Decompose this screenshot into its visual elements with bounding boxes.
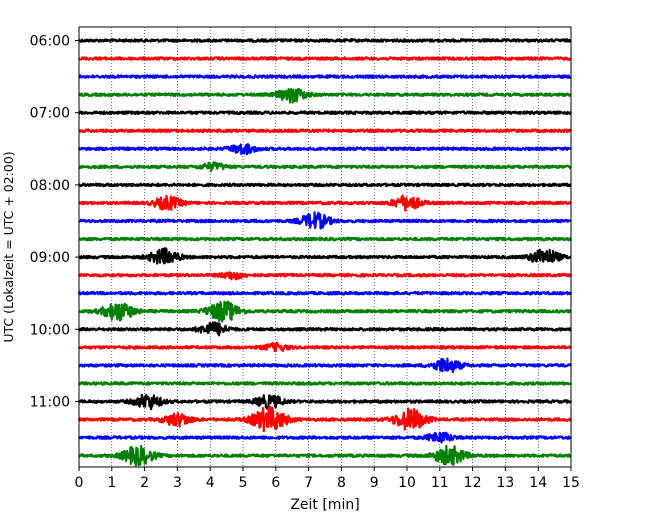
trace-0700 xyxy=(78,110,573,116)
trace-1130 xyxy=(77,431,572,444)
trace-group xyxy=(77,38,573,467)
x-tick-label: 7 xyxy=(304,475,313,491)
x-tick-label: 14 xyxy=(529,475,547,491)
trace-1100 xyxy=(77,393,573,411)
x-tick-label: 13 xyxy=(496,475,514,491)
trace-0645 xyxy=(78,87,572,104)
x-tick-label: 15 xyxy=(562,475,580,491)
trace-1145 xyxy=(78,444,572,467)
plot-frame xyxy=(78,26,572,468)
x-tick-label: 4 xyxy=(206,475,215,491)
trace-0815 xyxy=(78,194,572,212)
trace-0745 xyxy=(78,161,572,173)
x-tick-label: 2 xyxy=(140,475,149,491)
y-axis-label: UTC (Lokalzeit = UTC + 02:00) xyxy=(1,151,16,342)
trace-0600 xyxy=(78,38,572,43)
trace-1030 xyxy=(78,357,573,374)
trace-1000 xyxy=(77,321,573,337)
y-tick-label: 07:00 xyxy=(30,106,70,122)
x-tick-label: 5 xyxy=(239,475,248,491)
trace-0915 xyxy=(77,271,573,281)
trace-0800 xyxy=(78,182,572,188)
y-tick-label: 09:00 xyxy=(30,250,70,266)
x-tick-label: 1 xyxy=(107,475,116,491)
x-tick-label: 9 xyxy=(370,475,379,491)
trace-1045 xyxy=(78,381,572,386)
trace-0615 xyxy=(78,56,572,61)
trace-0830 xyxy=(78,211,572,230)
trace-1115 xyxy=(77,405,573,433)
y-axis: 06:00 07:00 08:00 09:00 10:00 11:00 xyxy=(30,34,79,411)
y-tick-label: 10:00 xyxy=(30,322,70,338)
trace-0900 xyxy=(78,247,572,265)
x-axis-label: Zeit [min] xyxy=(290,497,359,513)
trace-0945 xyxy=(78,300,572,323)
x-tick-label: 0 xyxy=(75,475,84,491)
grid-lines xyxy=(111,27,539,467)
y-tick-label: 11:00 xyxy=(30,395,70,411)
x-axis: 0 1 2 3 4 5 6 7 8 9 10 11 12 13 14 15 xyxy=(75,467,580,491)
trace-0930 xyxy=(77,290,573,296)
x-tick-label: 3 xyxy=(173,475,182,491)
x-tick-label: 12 xyxy=(464,475,482,491)
trace-0730 xyxy=(77,143,572,156)
x-tick-label: 11 xyxy=(431,475,449,491)
trace-0845 xyxy=(78,236,573,242)
trace-0715 xyxy=(78,128,572,134)
trace-0630 xyxy=(78,74,572,79)
x-tick-label: 6 xyxy=(271,475,280,491)
y-tick-label: 08:00 xyxy=(30,178,70,194)
y-tick-label: 06:00 xyxy=(30,34,70,50)
x-tick-label: 8 xyxy=(337,475,346,491)
trace-1015 xyxy=(77,341,572,353)
x-tick-label: 10 xyxy=(398,475,416,491)
